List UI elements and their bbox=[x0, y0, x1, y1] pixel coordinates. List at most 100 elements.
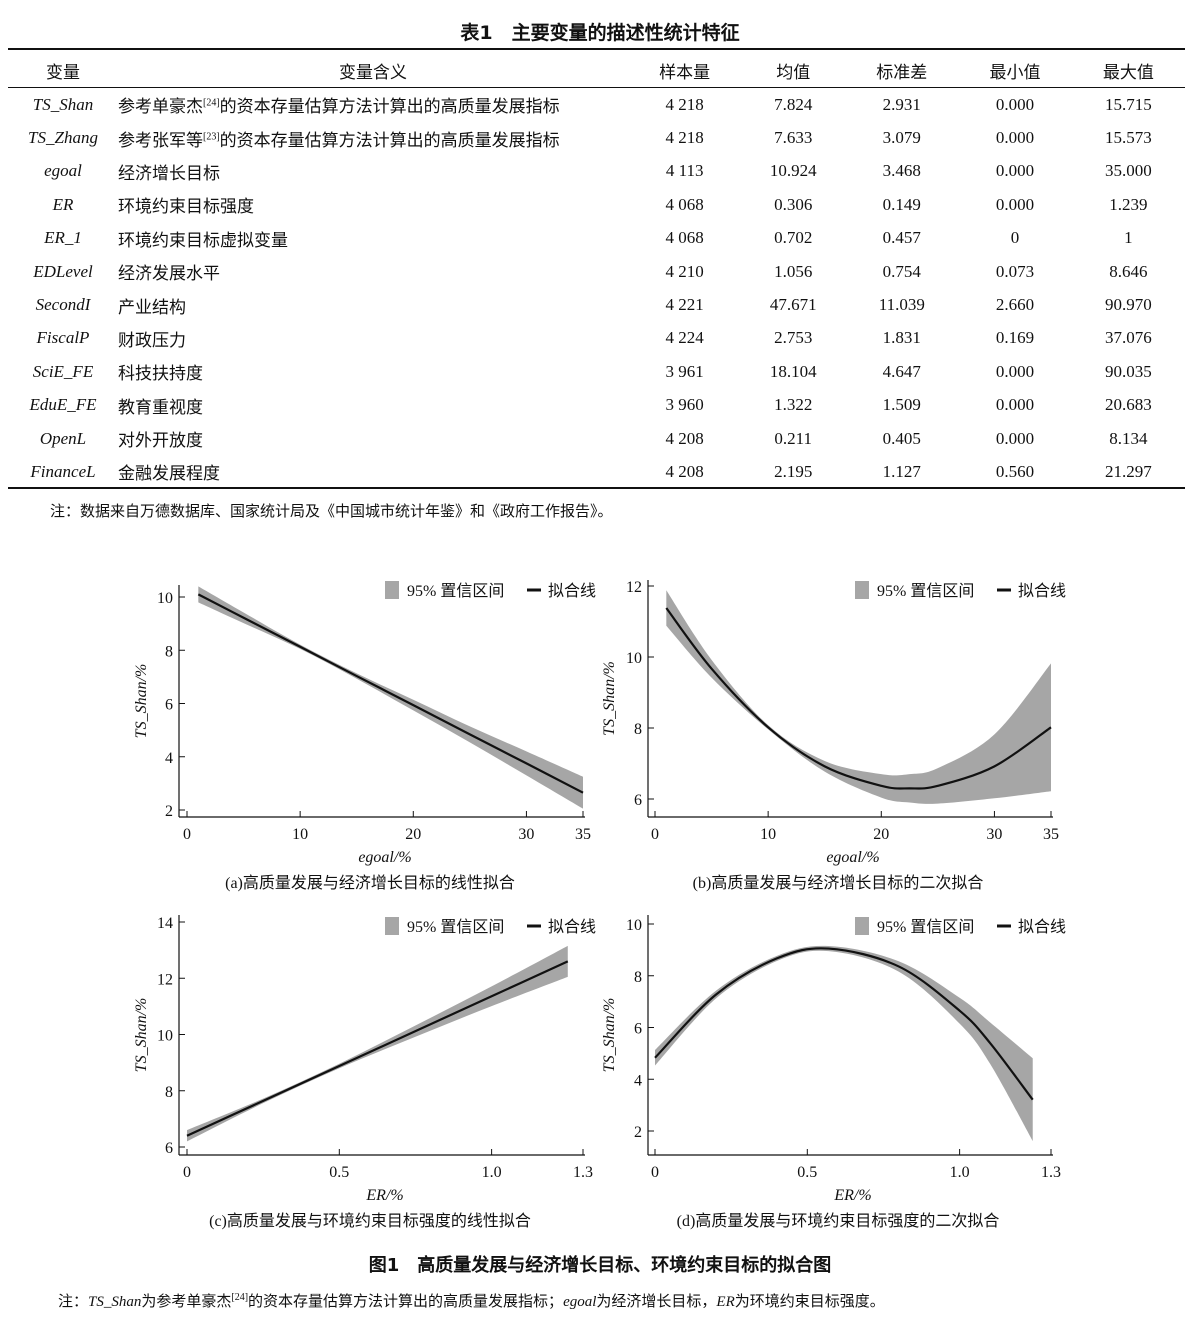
mean: 18.104 bbox=[769, 361, 817, 381]
mean: 7.633 bbox=[774, 128, 813, 148]
y-axis-label: TS_Shan/% bbox=[133, 664, 150, 739]
legend: 95% 置信区间 拟合线 bbox=[855, 917, 1066, 936]
legend-fit-label: 拟合线 bbox=[548, 582, 596, 600]
table-note: 注：数据来自万德数据库、国家统计局及《中国城市统计年鉴》和《政府工作报告》。 bbox=[50, 504, 613, 520]
confidence-band bbox=[198, 586, 584, 809]
mean: 10.924 bbox=[769, 161, 817, 181]
panel-caption: (d)高质量发展与环境约束目标强度的二次拟合 bbox=[677, 1211, 1000, 1230]
table-row: egoal 经济增长目标 4 113 10.924 3.468 0.000 35… bbox=[8, 155, 1185, 188]
table-top-rule bbox=[8, 48, 1185, 50]
legend-ci-swatch bbox=[855, 581, 869, 599]
sample-size: 4 221 bbox=[665, 295, 704, 315]
min: 0.169 bbox=[995, 328, 1035, 348]
note-text: 为环境约束目标强度。 bbox=[734, 1294, 885, 1310]
variable-name: egoal bbox=[44, 161, 82, 181]
variable-meaning: 环境约束目标虚拟变量 bbox=[118, 222, 628, 255]
y-tick-label: 8 bbox=[165, 1084, 173, 1101]
y-tick-label: 6 bbox=[634, 792, 642, 809]
min: 0.000 bbox=[995, 361, 1035, 381]
chart-panel-c: 0 0.5 1.0 1.3 6 8 10 12 14 ER/% TS_Shan/% (c)高质量发展与… bbox=[133, 915, 596, 1230]
meaning-text: 的资本存量估算方法计算出的高质量发展指标 bbox=[219, 130, 560, 150]
x-tick-label: 35 bbox=[1043, 826, 1059, 843]
col-header: 均值 bbox=[776, 62, 811, 82]
y-tick-label: 14 bbox=[157, 915, 173, 932]
legend-ci-label: 95% 置信区间 bbox=[877, 918, 974, 936]
x-tick-label: 1.0 bbox=[482, 1164, 502, 1181]
sample-size: 3 961 bbox=[665, 361, 704, 381]
sample-size: 4 210 bbox=[665, 261, 704, 281]
meaning-text: 环境约束目标强度 bbox=[118, 197, 254, 217]
min: 0.000 bbox=[995, 94, 1035, 114]
table-row: ER_1 环境约束目标虚拟变量 4 068 0.702 0.457 0 1 bbox=[8, 222, 1185, 255]
min: 0.560 bbox=[995, 461, 1035, 481]
figure-title: 图1 高质量发展与经济增长目标、环境约束目标的拟合图 bbox=[368, 1255, 832, 1276]
x-tick-label: 0.5 bbox=[329, 1164, 349, 1181]
mean: 0.702 bbox=[774, 228, 813, 248]
variable-name: OpenL bbox=[39, 428, 87, 448]
sample-size: 3 960 bbox=[665, 395, 704, 415]
mean: 0.211 bbox=[774, 428, 813, 448]
sample-size: 4 224 bbox=[665, 328, 704, 348]
variable-meaning: 产业结构 bbox=[118, 288, 628, 321]
note-text: 为经济增长目标， bbox=[596, 1294, 717, 1310]
std-dev: 1.509 bbox=[882, 395, 921, 415]
y-tick-label: 2 bbox=[165, 803, 173, 820]
variable-name: EduE_FE bbox=[29, 395, 97, 415]
note-text: 为参考单豪杰 bbox=[141, 1294, 232, 1310]
panel-caption: (c)高质量发展与环境约束目标强度的线性拟合 bbox=[209, 1211, 531, 1230]
mean: 1.056 bbox=[774, 261, 813, 281]
fit-line bbox=[665, 607, 1052, 790]
x-tick-label: 1.0 bbox=[950, 1164, 970, 1181]
note-prefix: 注： bbox=[58, 1294, 89, 1310]
fit-line bbox=[186, 960, 569, 1137]
meaning-text: 环境约束目标虚拟变量 bbox=[118, 230, 288, 250]
citation: [24] bbox=[203, 97, 220, 109]
descriptive-stats-table: 变量 变量含义 样本量 均值 标准差 最小值 最大值 TS_Shan 参考单豪杰… bbox=[8, 52, 1185, 489]
confidence-band bbox=[187, 945, 568, 1142]
max: 90.035 bbox=[1104, 361, 1152, 381]
table-row: ER 环境约束目标强度 4 068 0.306 0.149 0.000 1.23… bbox=[8, 188, 1185, 221]
legend-ci-label: 95% 置信区间 bbox=[407, 582, 504, 600]
legend-fit-label: 拟合线 bbox=[1018, 582, 1066, 600]
y-axis-label: TS_Shan/% bbox=[601, 998, 618, 1073]
meaning-text: 金融发展程度 bbox=[118, 464, 220, 484]
x-tick-label: 1.3 bbox=[1041, 1164, 1061, 1181]
y-tick-label: 4 bbox=[634, 1072, 642, 1089]
note-var: TS_Shan bbox=[88, 1294, 142, 1310]
min: 2.660 bbox=[995, 295, 1035, 315]
figure-note: 注：TS_Shan为参考单豪杰[24]的资本存量估算方法计算出的高质量发展指标；… bbox=[58, 1290, 885, 1311]
variable-name: TS_Zhang bbox=[28, 128, 98, 148]
panel-caption: (a)高质量发展与经济增长目标的线性拟合 bbox=[225, 874, 515, 892]
variable-meaning: 对外开放度 bbox=[118, 422, 628, 455]
x-tick-label: 0 bbox=[183, 1164, 191, 1181]
x-axis-label: egoal/% bbox=[826, 849, 879, 866]
y-tick-label: 10 bbox=[157, 590, 173, 607]
y-tick-label: 8 bbox=[634, 969, 642, 986]
citation: [23] bbox=[203, 130, 220, 142]
sample-size: 4 208 bbox=[665, 461, 704, 481]
y-tick-label: 8 bbox=[165, 643, 173, 660]
note-ref: [24] bbox=[231, 1292, 249, 1303]
min: 0.000 bbox=[995, 128, 1035, 148]
mean: 1.322 bbox=[774, 395, 813, 415]
chart-panel-d: 0 0.5 1.0 1.3 2 4 6 8 10 ER/% TS_Shan/% (d)高质量发展与环境… bbox=[601, 915, 1066, 1230]
table-row: FiscalP 财政压力 4 224 2.753 1.831 0.169 37.… bbox=[8, 322, 1185, 355]
meaning-text: 产业结构 bbox=[118, 297, 186, 317]
x-axis-label: ER/% bbox=[365, 1187, 403, 1204]
x-tick-label: 10 bbox=[292, 826, 308, 843]
panel-caption: (b)高质量发展与经济增长目标的二次拟合 bbox=[693, 874, 984, 892]
y-tick-label: 12 bbox=[157, 971, 173, 988]
max: 8.134 bbox=[1109, 428, 1148, 448]
y-axis-label: TS_Shan/% bbox=[601, 661, 618, 736]
max: 1 bbox=[1124, 228, 1133, 248]
legend: 95% 置信区间 拟合线 bbox=[385, 917, 596, 936]
fit-line bbox=[654, 947, 1034, 1101]
std-dev: 0.754 bbox=[882, 261, 921, 281]
legend-ci-swatch bbox=[855, 917, 869, 935]
std-dev: 1.831 bbox=[882, 328, 921, 348]
table-row: TS_Shan 参考单豪杰[24]的资本存量估算方法计算出的高质量发展指标 4 … bbox=[8, 88, 1185, 121]
sample-size: 4 218 bbox=[665, 94, 704, 114]
table-header-row: 变量 变量含义 样本量 均值 标准差 最小值 最大值 bbox=[8, 52, 1185, 88]
variable-name: FinanceL bbox=[30, 461, 96, 481]
x-tick-label: 30 bbox=[518, 826, 534, 843]
